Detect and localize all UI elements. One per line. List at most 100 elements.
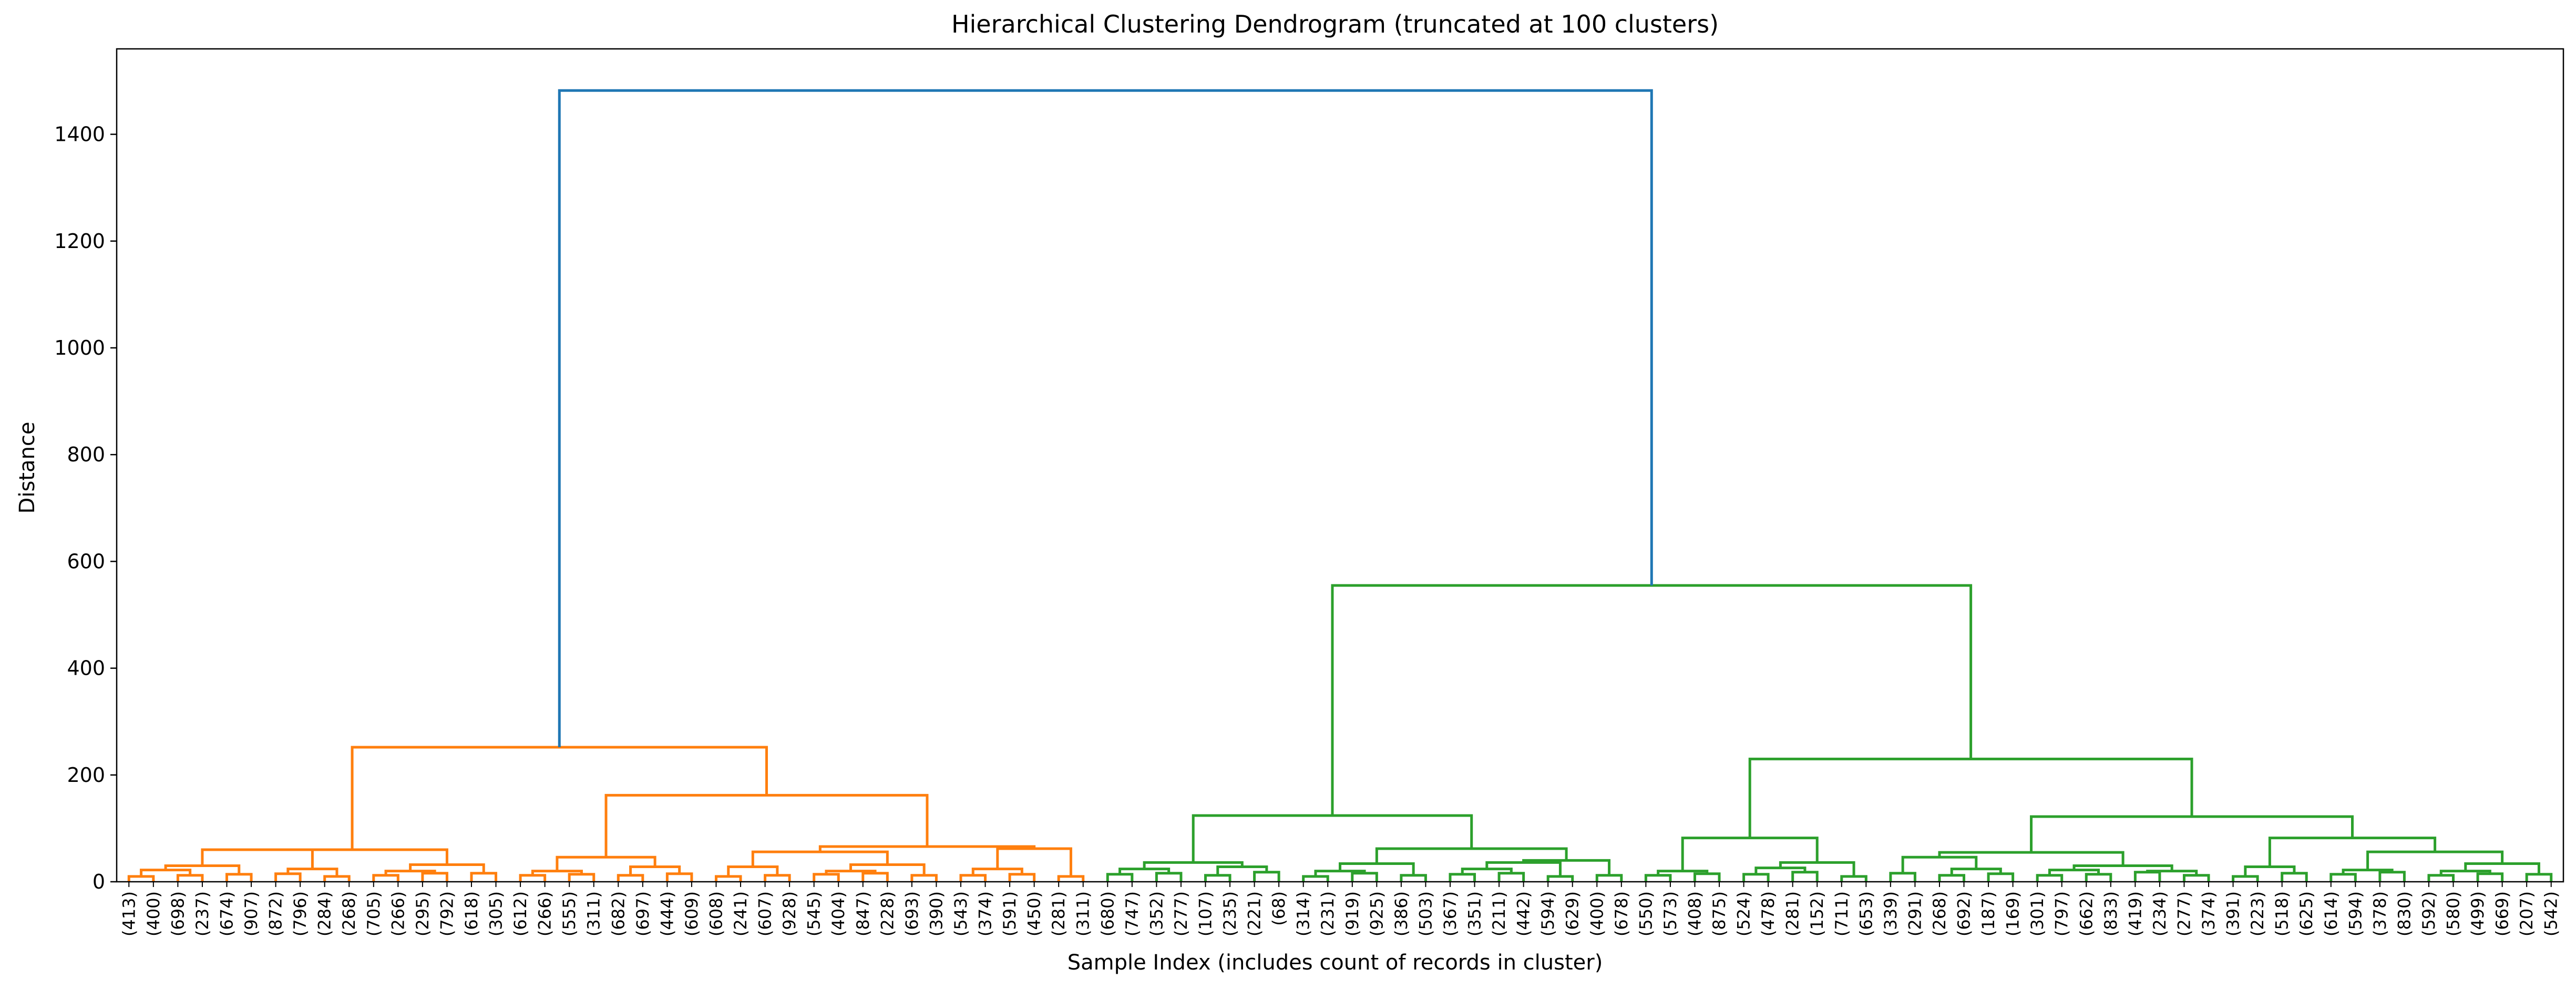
dendrogram-link <box>1314 870 1366 876</box>
dendrogram-link <box>257 848 448 865</box>
dendrogram-link <box>2342 869 2394 874</box>
dendrogram-link <box>140 869 192 876</box>
leaf-label: (68) <box>1269 891 1289 926</box>
leaf-label: (169) <box>2003 891 2023 936</box>
dendrogram-link <box>2268 837 2437 867</box>
dendrogram-link <box>1546 875 1574 882</box>
dendrogram-link <box>1106 873 1134 882</box>
leaf-label: (266) <box>388 891 408 936</box>
dendrogram-link <box>372 874 399 882</box>
dendrogram-link <box>910 874 938 882</box>
dendrogram-link <box>1644 874 1672 882</box>
dendrogram-link <box>764 874 791 882</box>
leaf-label: (872) <box>266 891 286 936</box>
dendrogram-link <box>1938 851 2125 866</box>
leaf-label: (669) <box>2492 891 2512 936</box>
dendrogram-link <box>2525 873 2553 882</box>
dendrogram-link <box>971 868 1023 875</box>
y-axis: 0 200 400 600 800 1000 1200 1400 <box>54 123 117 893</box>
leaf-label: (386) <box>1391 891 1411 936</box>
leaf-label: (378) <box>2370 891 2390 936</box>
leaf-label: (591) <box>1000 891 1020 936</box>
dendrogram-link <box>1522 859 1611 875</box>
leaf-label: (351) <box>1465 891 1485 936</box>
leaf-label: (625) <box>2296 891 2316 936</box>
y-axis-label: Distance <box>15 422 39 514</box>
leaf-label: (662) <box>2076 891 2096 936</box>
leaf-label: (594) <box>1538 891 1558 936</box>
leaf-label: (301) <box>2027 891 2047 936</box>
leaf-label: (580) <box>2444 891 2464 936</box>
leaf-label: (391) <box>2223 891 2243 936</box>
dendrogram-link <box>2036 874 2064 882</box>
leaf-label: (674) <box>217 891 237 936</box>
dendrogram-link <box>1339 862 1415 875</box>
dendrogram-link <box>409 863 485 873</box>
leaf-label: (268) <box>1930 891 1949 936</box>
dendrogram-link <box>1118 868 1171 874</box>
leaf-label: (612) <box>510 891 530 936</box>
leaf-label: (390) <box>926 891 946 936</box>
leaf-label: (231) <box>1318 891 1338 936</box>
leaf-label: (207) <box>2517 891 2537 936</box>
dendrogram-link <box>2146 870 2198 875</box>
dendrogram-link <box>176 874 204 882</box>
leaf-label: (107) <box>1195 891 1215 936</box>
dendrogram-link <box>286 868 338 876</box>
dendrogram-link <box>2464 862 2540 874</box>
dendrogram-link <box>1400 874 1427 882</box>
y-tick-label: 1000 <box>54 336 105 359</box>
leaf-label: (697) <box>633 891 653 936</box>
leaf-label: (237) <box>192 891 212 936</box>
dendrogram-link <box>127 875 155 882</box>
dendrogram-link <box>568 873 596 882</box>
leaf-label: (503) <box>1415 891 1435 936</box>
leaf-label: (450) <box>1024 891 1044 936</box>
leaf-label: (545) <box>804 891 824 936</box>
dendrogram-link <box>813 873 840 882</box>
leaf-label: (543) <box>951 891 971 936</box>
dendrogram-link <box>2427 874 2455 882</box>
dendrogram-link <box>1840 875 1867 882</box>
leaf-label: (442) <box>1514 891 1534 936</box>
dendrogram-link <box>959 874 987 882</box>
leaf-label: (444) <box>657 891 677 936</box>
dendrogram-link <box>1681 837 1819 871</box>
dendrogram-link <box>2232 875 2259 882</box>
leaf-label: (499) <box>2468 891 2488 936</box>
dendrogram-link <box>2048 869 2100 875</box>
dendrogram-link <box>1461 868 1513 874</box>
leaf-label: (404) <box>828 891 848 936</box>
dendrogram-link <box>2072 864 2173 871</box>
dendrogram-link <box>1449 873 1476 882</box>
leaf-label: (314) <box>1294 891 1313 936</box>
dendrogram-link <box>1375 847 1568 864</box>
leaf-label: (847) <box>853 891 873 936</box>
leaf-label: (609) <box>682 891 702 936</box>
leaf-label: (221) <box>1245 891 1265 936</box>
y-tick-label: 1200 <box>54 230 105 253</box>
dendrogram-link <box>323 875 351 882</box>
dendrogram-link <box>1657 870 1709 875</box>
y-tick-label: 200 <box>67 764 105 787</box>
plot-area <box>127 89 2553 882</box>
leaf-label: (830) <box>2394 891 2414 936</box>
leaf-label: (524) <box>1734 891 1754 936</box>
y-tick-label: 800 <box>67 443 105 466</box>
leaf-label: (618) <box>461 891 481 936</box>
leaf-label: (367) <box>1440 891 1460 936</box>
leaf-label: (692) <box>1954 891 1974 936</box>
dendrogram-link <box>1987 872 2015 882</box>
dendrogram-link <box>617 874 644 882</box>
leaf-label: (594) <box>2345 891 2365 936</box>
dendrogram-link <box>1302 875 1329 882</box>
dendrogram-link <box>558 89 1653 747</box>
leaf-label: (907) <box>241 891 261 936</box>
plot-frame <box>116 48 2564 883</box>
leaf-label: (374) <box>976 891 995 936</box>
dendrogram-link <box>1693 872 1721 882</box>
dendrogram-link <box>1595 874 1623 882</box>
leaf-label: (281) <box>1049 891 1069 936</box>
leaf-label: (555) <box>559 891 579 936</box>
